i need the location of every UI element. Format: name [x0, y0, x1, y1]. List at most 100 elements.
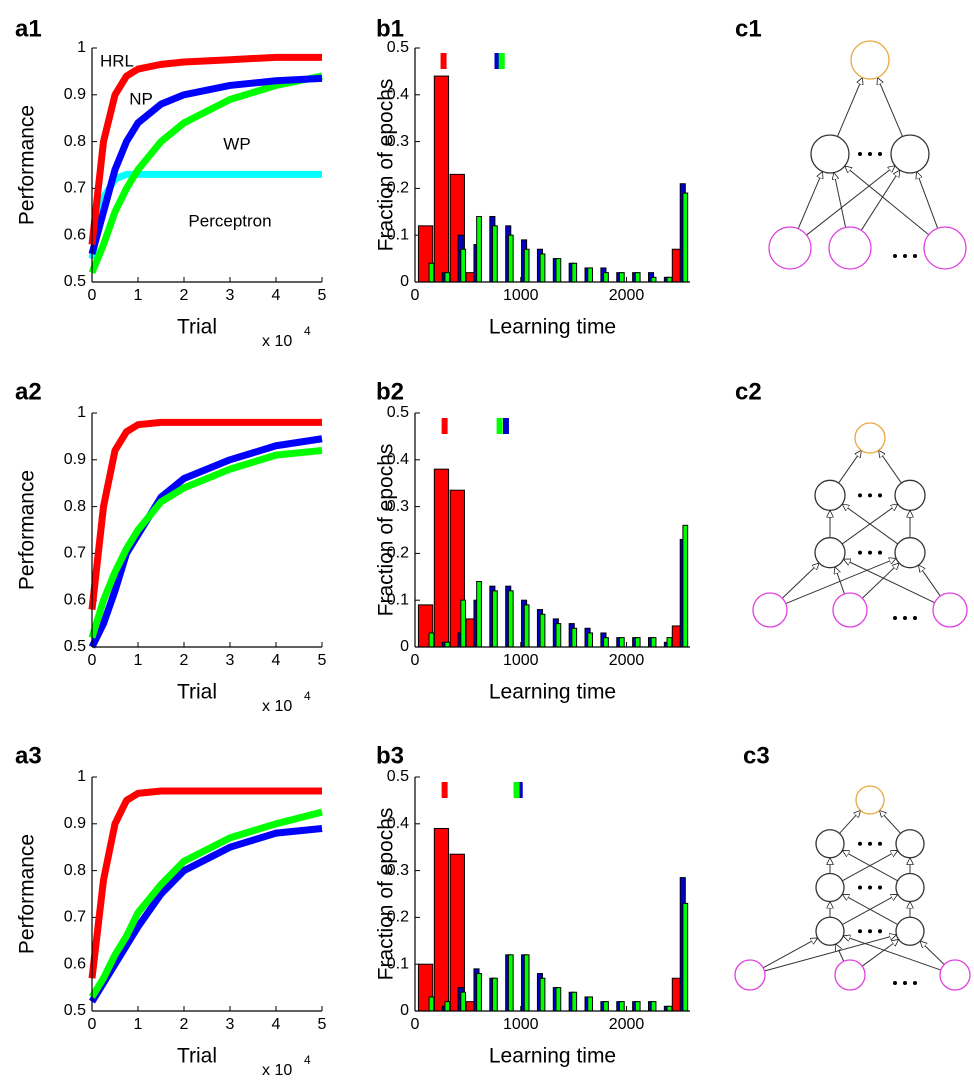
- x-scale-exponent: 4: [304, 689, 311, 703]
- x-tick-label: 2000: [609, 1016, 645, 1033]
- x-tick-label: 5: [318, 652, 327, 669]
- connection: [762, 937, 818, 969]
- ellipsis-dot: [913, 616, 917, 620]
- x-tick-label: 2: [180, 652, 189, 669]
- series-line: [88, 53, 322, 245]
- neuron: [894, 479, 926, 511]
- bar: [618, 1001, 625, 1012]
- y-tick-label: 1: [77, 768, 86, 785]
- x-scale-text: x 10: [262, 698, 292, 715]
- series-label: NP: [129, 89, 153, 108]
- x-scale-exponent: 4: [304, 324, 311, 338]
- x-tick-label: 0: [411, 1016, 420, 1033]
- plot: [88, 412, 323, 649]
- bar: [682, 524, 689, 648]
- y-tick-label: 0.1: [387, 955, 409, 972]
- bar: [634, 272, 641, 283]
- y-tick-label: 0.3: [387, 133, 409, 150]
- y-tick-label: 0.5: [387, 39, 409, 56]
- ellipsis-dot: [903, 254, 907, 258]
- x-tick-label: 1000: [503, 652, 539, 669]
- neuron: [923, 226, 967, 270]
- bar: [571, 262, 578, 283]
- bar: [666, 637, 673, 648]
- network: [768, 40, 967, 270]
- y-tick-label: 0.4: [387, 815, 409, 832]
- neuron: [895, 829, 925, 859]
- bar: [539, 977, 546, 1012]
- y-tick-label: 0.5: [64, 273, 86, 290]
- bar: [587, 267, 593, 283]
- neuron: [814, 479, 846, 511]
- ellipsis-dot: [858, 929, 862, 934]
- panel-label: c1: [735, 15, 762, 42]
- bar: [650, 276, 657, 283]
- x-tick-label: 1: [134, 287, 143, 304]
- x-tick-label: 1: [134, 1016, 143, 1033]
- bar: [618, 637, 625, 648]
- panel-label: b3: [376, 742, 404, 769]
- x-tick-label: 2000: [609, 287, 645, 304]
- neuron: [855, 785, 885, 815]
- bar: [634, 1001, 641, 1012]
- ellipsis-dot: [893, 616, 897, 620]
- neuron: [850, 40, 890, 80]
- neuron: [932, 592, 968, 628]
- panel-label: a2: [15, 378, 42, 405]
- plot: [88, 776, 323, 1012]
- bar: [428, 632, 435, 648]
- bar: [555, 987, 562, 1012]
- y-tick-label: 0.6: [64, 226, 86, 243]
- x-tick-label: 5: [318, 287, 327, 304]
- connection: [764, 935, 896, 972]
- y-tick-label: 0.6: [64, 955, 86, 972]
- neuron: [734, 959, 766, 991]
- x-tick-label: 3: [226, 652, 235, 669]
- connection: [842, 850, 898, 882]
- series-line: [88, 74, 323, 255]
- ellipsis-dot: [903, 981, 907, 985]
- neuron: [832, 592, 868, 628]
- series-line: [88, 418, 322, 610]
- mean-marker: [516, 782, 523, 798]
- plot: [414, 412, 689, 648]
- panel-label: a1: [15, 15, 42, 42]
- ellipsis-dot: [913, 981, 917, 985]
- neuron: [828, 226, 872, 270]
- ellipsis-dot: [858, 493, 862, 498]
- x-tick-label: 0: [88, 652, 97, 669]
- ellipsis-dot: [913, 254, 917, 258]
- panel-label: c2: [735, 378, 762, 405]
- plot: [414, 776, 689, 1012]
- bar: [603, 637, 609, 648]
- panel-label: b2: [376, 378, 404, 405]
- series-line: [88, 787, 322, 979]
- series-label: HRL: [100, 51, 134, 70]
- y-tick-label: 0.3: [387, 862, 409, 879]
- bar: [571, 991, 578, 1012]
- mean-marker: [496, 418, 503, 434]
- connection: [797, 171, 822, 229]
- bar: [460, 248, 467, 283]
- ellipsis-dot: [893, 254, 897, 258]
- ellipsis-dot: [903, 616, 907, 620]
- ellipsis-dot: [868, 929, 872, 934]
- ellipsis-dot: [868, 550, 872, 555]
- connection: [861, 939, 899, 967]
- y-tick-label: 0.2: [387, 909, 409, 926]
- y-tick-label: 1: [77, 404, 86, 421]
- bar: [507, 234, 514, 283]
- ellipsis-dot: [893, 981, 897, 985]
- connection: [879, 810, 901, 834]
- mean-marker: [513, 782, 520, 798]
- y-tick-label: 0.3: [387, 498, 409, 515]
- mean-marker: [494, 53, 501, 69]
- ellipsis-dot: [868, 152, 872, 156]
- bar: [571, 627, 578, 648]
- y-axis-title: Performance: [16, 470, 39, 590]
- bar: [433, 827, 450, 1012]
- x-tick-label: 1000: [503, 287, 539, 304]
- neuron: [894, 537, 926, 569]
- bar: [603, 272, 609, 283]
- connection: [836, 944, 845, 962]
